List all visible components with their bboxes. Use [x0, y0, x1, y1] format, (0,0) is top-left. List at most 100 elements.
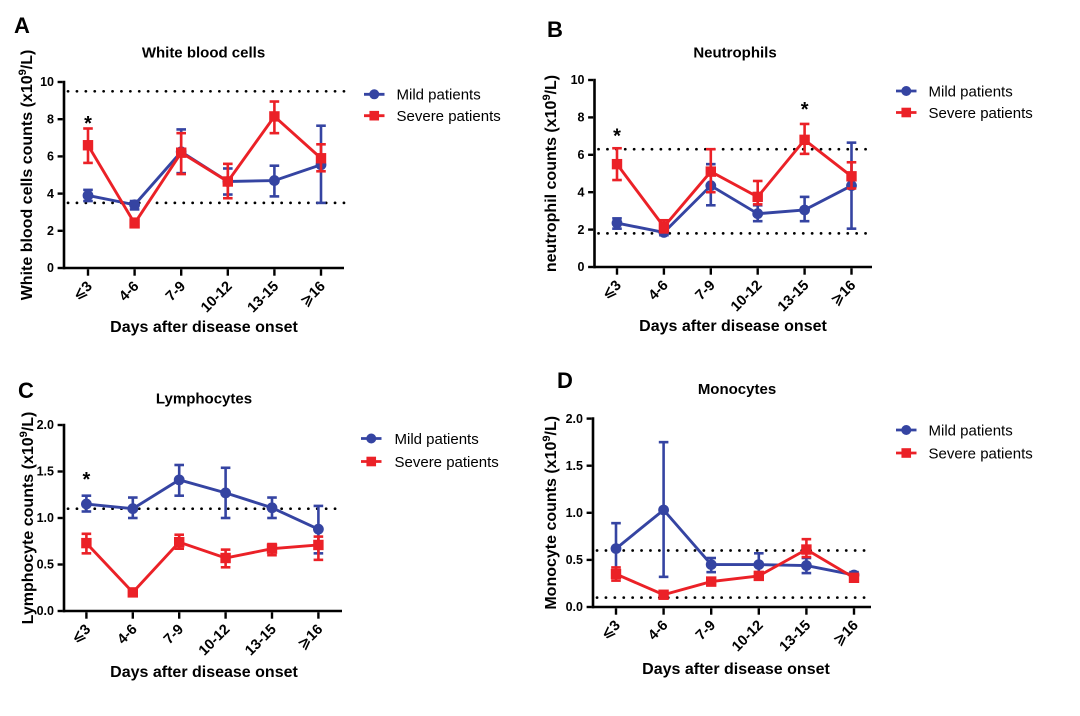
data-point-circle — [269, 175, 280, 186]
data-point-square — [315, 153, 327, 164]
legend-marker-circle — [901, 425, 912, 435]
series-line — [87, 149, 322, 207]
legend: Mild patients Severe patients — [361, 431, 499, 471]
panel-letter-D: D — [557, 368, 573, 393]
data-point-square — [82, 140, 94, 151]
data-point-circle — [266, 502, 278, 514]
data-point-circle — [127, 503, 139, 515]
panel-B: B Neutrophils 0 2 4 6 8 10 ⩽3 4-6 7-9 10-12 13-15 ⩾16… — [541, 17, 1033, 335]
significance-star: * — [801, 99, 809, 121]
x-tick-label: 4-6 — [114, 622, 140, 648]
panel-title: Neutrophils — [693, 45, 776, 62]
y-tick-label: 1.5 — [566, 459, 583, 473]
y-tick-label: 1.5 — [37, 465, 54, 479]
legend-marker-circle — [366, 433, 377, 444]
data-point-square — [752, 191, 763, 203]
panel-letter-C: C — [18, 378, 34, 403]
x-tick-label: 13-15 — [242, 622, 280, 660]
legend: Mild patients Severe patients — [364, 87, 501, 125]
series-severe — [610, 537, 860, 600]
y-tick-label: 8 — [47, 112, 54, 126]
y-tick-label: 4 — [578, 185, 585, 199]
legend-label: Severe patients — [929, 445, 1033, 462]
y-tick-label: 2.0 — [37, 418, 54, 432]
data-point-square — [753, 570, 764, 582]
data-point-circle — [81, 498, 92, 510]
legend-label: Mild patients — [929, 422, 1013, 439]
y-axis-label: neutrophil counts (x109/L) — [541, 75, 560, 272]
x-axis-label: Days after disease onset — [642, 661, 830, 678]
series-line — [615, 137, 853, 230]
data-point-circle — [129, 199, 141, 211]
y-tick-label: 0.0 — [37, 604, 54, 618]
x-tick-label: 10-12 — [728, 278, 766, 316]
y-tick-label: 10 — [571, 73, 585, 87]
x-tick-label: ⩽3 — [599, 278, 625, 304]
y-tick-label: 0 — [578, 260, 585, 274]
data-point-square — [81, 537, 92, 549]
series-severe — [81, 532, 324, 598]
panel-letter-B: B — [547, 17, 563, 42]
y-tick-label: 0 — [47, 261, 54, 275]
data-point-circle — [82, 190, 94, 201]
data-point-circle — [705, 559, 717, 571]
x-tick-label: 4-6 — [646, 278, 672, 304]
data-point-square — [799, 134, 810, 146]
series-severe — [82, 100, 327, 229]
x-tick-label: ⩽3 — [70, 279, 96, 305]
y-tick-label: 6 — [47, 150, 54, 164]
panel-title: White blood cells — [142, 45, 265, 62]
y-tick-label: 4 — [47, 187, 54, 201]
series-mild — [611, 141, 857, 238]
y-tick-label: 2 — [578, 223, 585, 237]
significance-star: * — [84, 113, 92, 135]
legend-label: Mild patients — [929, 83, 1013, 100]
x-tick-label: ⩽3 — [598, 618, 624, 644]
x-tick-label: 10-12 — [196, 622, 234, 660]
series-line — [616, 183, 853, 234]
legend-label: Mild patients — [395, 431, 479, 448]
y-tick-label: 0.5 — [566, 553, 583, 567]
x-tick-label: ⩾16 — [295, 622, 326, 653]
x-tick-label: ⩽3 — [69, 622, 95, 648]
data-point-circle — [752, 208, 764, 220]
panel-A: A White blood cells 0 2 4 6 8 10 ⩽3 4-6 7-9 10-12 13… — [14, 13, 501, 336]
y-tick-label: 10 — [40, 75, 54, 89]
series-line — [85, 540, 319, 595]
data-point-circle — [658, 504, 669, 516]
x-tick-label: 4-6 — [116, 279, 142, 305]
y-tick-label: 0.0 — [566, 600, 583, 614]
x-tick-label: ⩾16 — [298, 279, 329, 310]
x-tick-label: 7-9 — [692, 278, 718, 304]
data-point-square — [220, 552, 231, 564]
series-line — [86, 478, 320, 531]
legend-label: Severe patients — [397, 108, 501, 125]
legend-marker-square — [901, 107, 912, 118]
series-severe — [611, 122, 857, 234]
legend-label: Severe patients — [929, 105, 1033, 122]
data-point-square — [176, 147, 187, 158]
data-point-circle — [801, 560, 812, 571]
x-axis-label: Days after disease onset — [639, 318, 827, 335]
y-tick-label: 2.0 — [566, 412, 583, 426]
data-point-square — [705, 166, 716, 177]
y-axis-label: White blood cells counts (x109/L) — [17, 50, 36, 301]
x-tick-label: 4-6 — [645, 618, 671, 644]
x-tick-label: ⩾16 — [831, 618, 862, 649]
data-point-square — [706, 576, 717, 587]
panel-C: C Lymphocytes 0.0 0.5 1.0 1.5 2.0 ⩽3 4-6 7-9 10-12… — [18, 378, 499, 681]
data-point-square — [658, 221, 670, 232]
y-tick-label: 0.5 — [37, 558, 54, 572]
x-tick-label: 13-15 — [777, 618, 815, 656]
panel-letter-A: A — [14, 13, 30, 38]
legend-marker-circle — [901, 86, 912, 96]
y-tick-label: 2 — [47, 224, 54, 238]
legend-marker-square — [901, 448, 912, 458]
data-point-circle — [610, 543, 622, 554]
significance-star: * — [83, 469, 91, 491]
data-point-square — [848, 572, 860, 583]
x-tick-label: 13-15 — [775, 278, 813, 316]
x-axis-label: Days after disease onset — [110, 664, 298, 681]
data-point-square — [266, 543, 278, 554]
